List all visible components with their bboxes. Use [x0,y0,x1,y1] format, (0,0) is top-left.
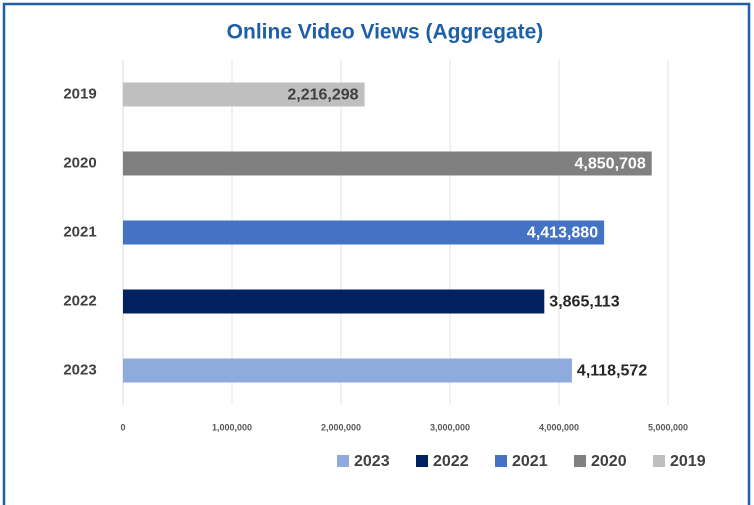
legend-label: 2020 [591,453,627,470]
legend-label: 2022 [433,453,469,470]
data-label: 4,118,572 [577,363,647,380]
bar [123,220,605,245]
legend-swatch [337,455,349,467]
x-tick-label: 3,000,000 [430,422,470,432]
x-tick-label: 2,000,000 [321,422,361,432]
x-tick-label: 1,000,000 [212,422,252,432]
data-label: 4,850,708 [575,156,646,173]
data-label: 2,216,298 [287,87,358,104]
data-label: 3,865,113 [549,294,619,311]
y-tick-label: 2021 [63,223,96,240]
chart-title: Online Video Views (Aggregate) [227,21,544,44]
bar [123,151,652,176]
y-tick-label: 2023 [63,361,96,378]
bar [123,358,572,383]
bar [123,289,545,314]
x-tick-label: 5,000,000 [648,422,688,432]
y-tick-label: 2019 [63,85,96,102]
legend-label: 2023 [354,453,390,470]
y-tick-label: 2022 [63,292,96,309]
bar [123,82,365,107]
x-tick-label: 4,000,000 [539,422,579,432]
legend-swatch [416,455,428,467]
legend-swatch [653,455,665,467]
legend-swatch [495,455,507,467]
legend-swatch [574,455,586,467]
x-tick-label: 0 [120,422,125,432]
y-tick-label: 2020 [63,154,96,171]
data-label: 4,413,880 [527,225,598,242]
legend-label: 2019 [670,453,706,470]
legend-label: 2021 [512,453,548,470]
